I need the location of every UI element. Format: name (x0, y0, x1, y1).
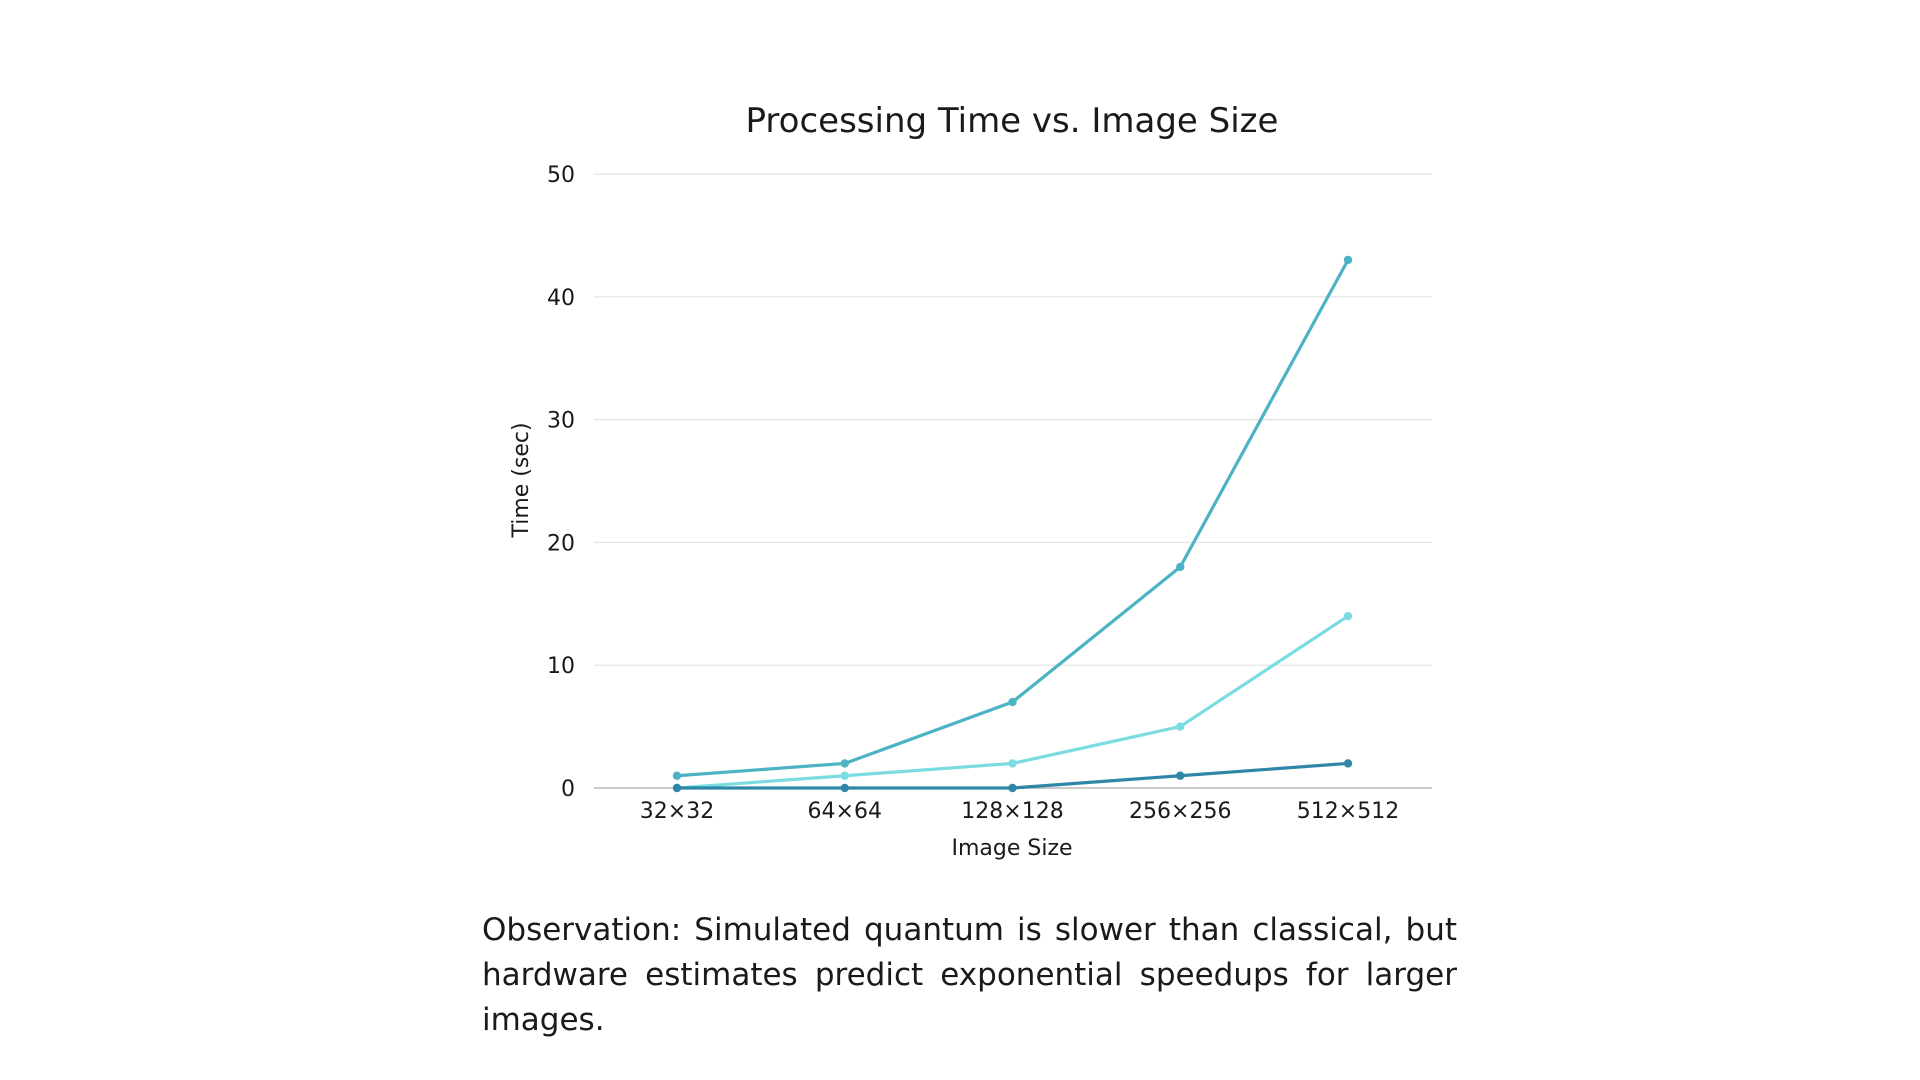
y-tick-label: 10 (547, 654, 575, 679)
series-lines (672, 255, 1353, 793)
x-tick-label: 128×128 (961, 799, 1063, 824)
data-point (1176, 562, 1185, 572)
data-point (1176, 722, 1185, 731)
y-axis-label: Time (sec) (509, 422, 534, 538)
series-1 (672, 255, 1353, 780)
data-point (1008, 759, 1017, 768)
x-axis-ticks: 32×32 64×64 128×128 256×256 512×512 (640, 799, 1399, 824)
data-point (1343, 255, 1353, 265)
series-3 (672, 759, 1353, 793)
x-tick-label: 256×256 (1129, 799, 1231, 824)
data-point (672, 771, 682, 780)
y-tick-label: 0 (561, 777, 575, 802)
line-chart: Processing Time vs. Image Size 0 10 20 30 40… (509, 101, 1432, 861)
y-tick-label: 40 (547, 286, 575, 311)
data-point (1008, 783, 1017, 793)
x-axis-label: Image Size (951, 836, 1072, 861)
chart-title: Processing Time vs. Image Size (746, 101, 1279, 141)
data-point (1343, 759, 1353, 768)
x-tick-label: 512×512 (1297, 799, 1399, 824)
data-point (840, 771, 849, 780)
y-tick-label: 50 (547, 163, 575, 188)
data-point (1343, 611, 1353, 621)
data-point (672, 783, 682, 793)
grid-lines (594, 173, 1432, 666)
y-axis-ticks: 0 10 20 30 40 50 (547, 163, 575, 802)
observation-text: Observation: Simulated quantum is slower… (482, 912, 1457, 1038)
data-point (840, 759, 849, 768)
series-2 (672, 611, 1353, 793)
y-tick-label: 20 (547, 531, 575, 556)
data-point (1176, 771, 1185, 780)
data-point (840, 783, 849, 793)
x-tick-label: 32×32 (640, 799, 714, 824)
y-tick-label: 30 (547, 409, 575, 434)
x-tick-label: 64×64 (808, 799, 882, 824)
data-point (1008, 697, 1017, 707)
